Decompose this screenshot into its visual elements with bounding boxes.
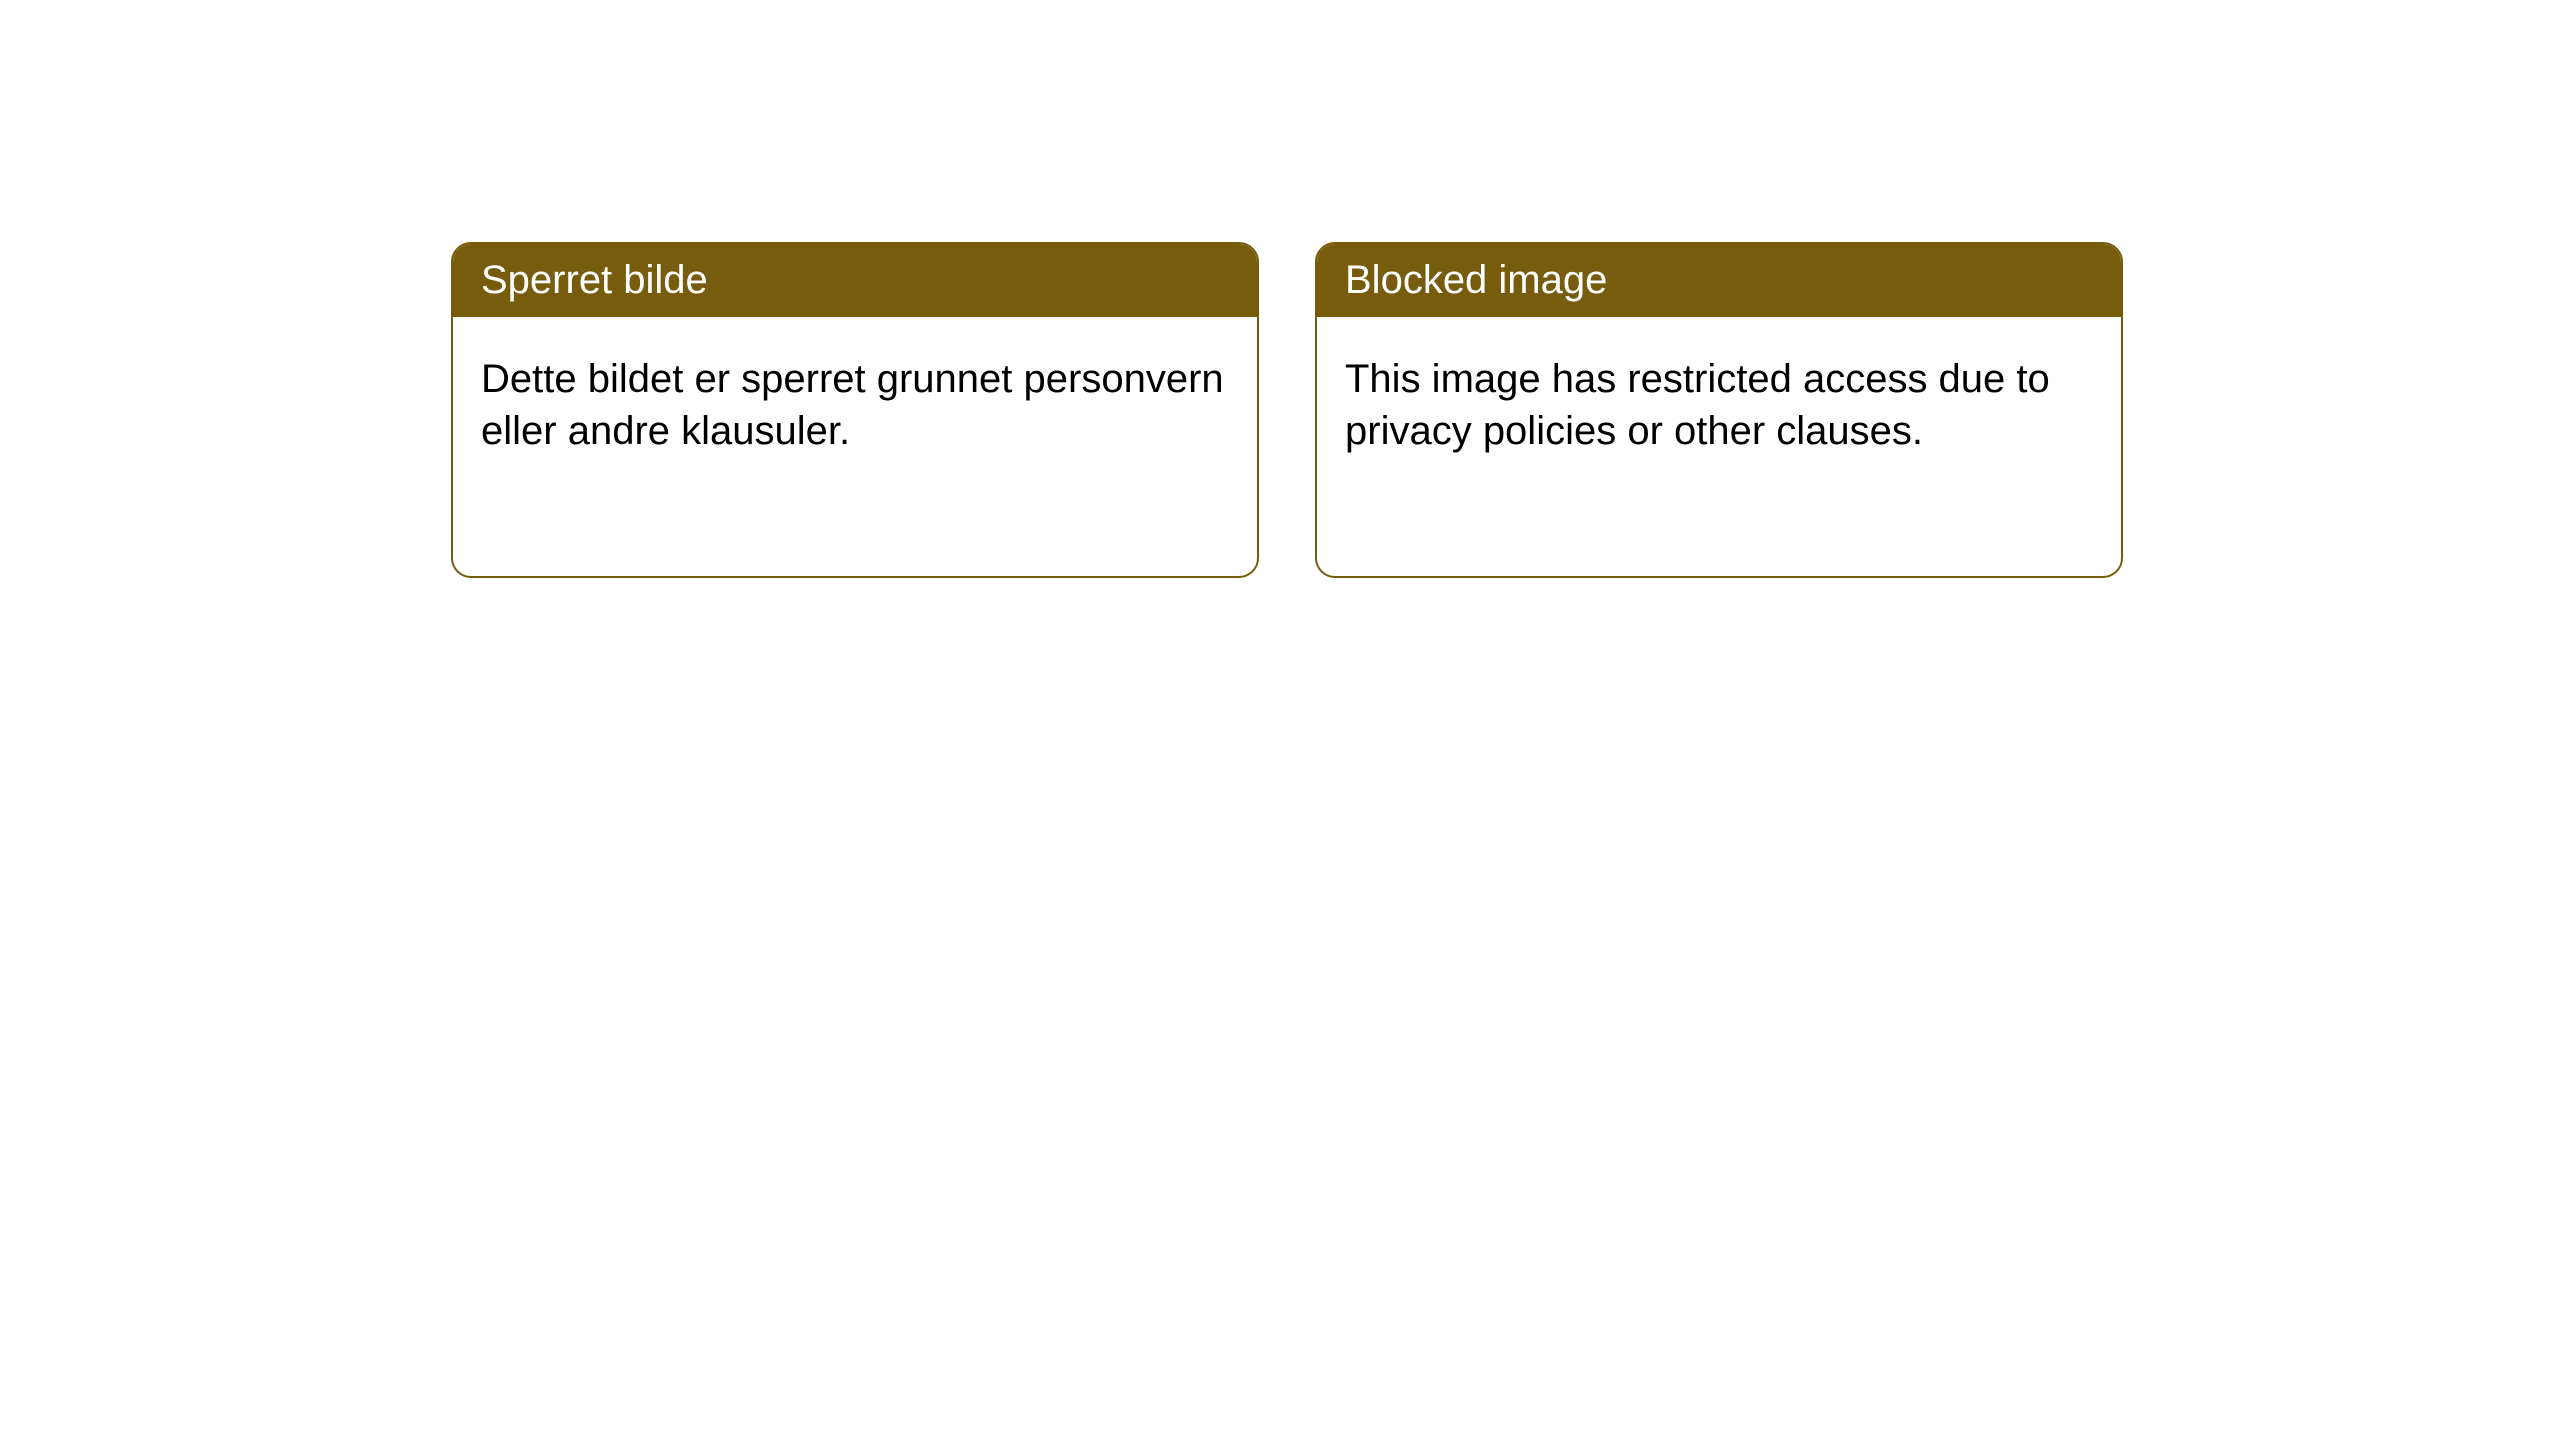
notice-body-en: This image has restricted access due to … bbox=[1317, 317, 2121, 493]
notice-container: Sperret bilde Dette bildet er sperret gr… bbox=[0, 0, 2560, 578]
notice-card-en: Blocked image This image has restricted … bbox=[1315, 242, 2123, 578]
notice-title-en: Blocked image bbox=[1317, 244, 2121, 317]
notice-title-no: Sperret bilde bbox=[453, 244, 1257, 317]
notice-card-no: Sperret bilde Dette bildet er sperret gr… bbox=[451, 242, 1259, 578]
notice-body-no: Dette bildet er sperret grunnet personve… bbox=[453, 317, 1257, 493]
